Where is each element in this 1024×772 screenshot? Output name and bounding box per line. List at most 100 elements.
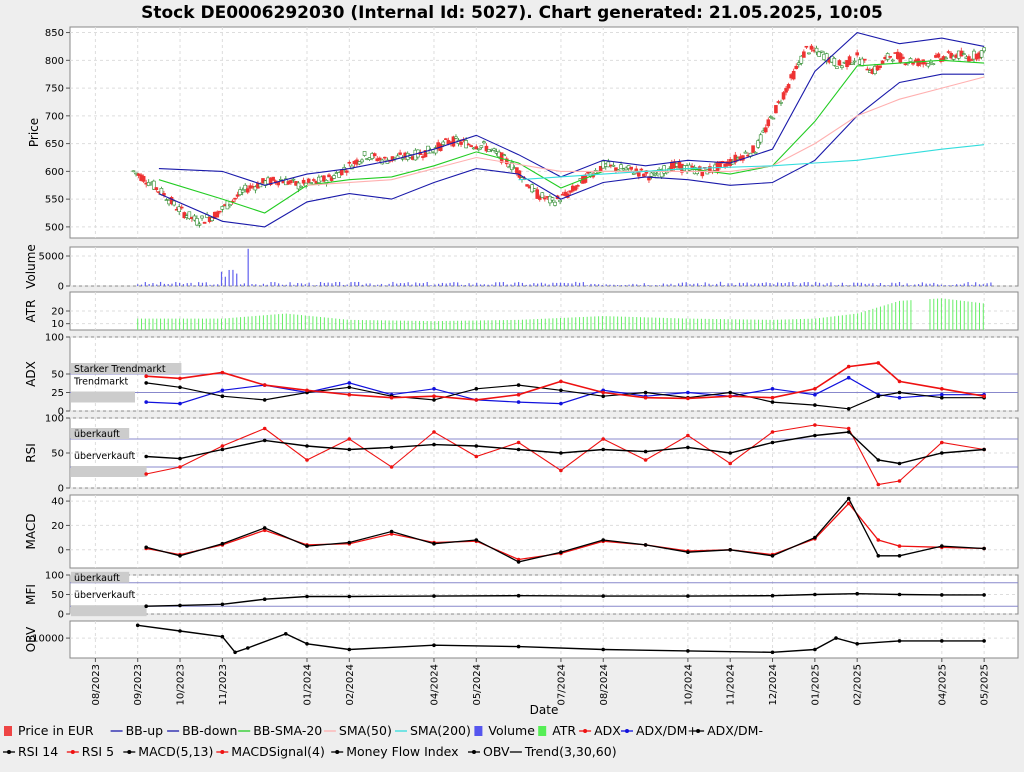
volume-bar [978, 284, 981, 286]
candle-body [502, 154, 507, 157]
legend-swatch [538, 726, 547, 736]
x-tick-label: 09/2023 [133, 664, 144, 706]
y-tick-label: 500 [45, 222, 64, 233]
volume-bar [651, 285, 653, 286]
atr-bar [647, 317, 649, 330]
obv-line-point [178, 629, 182, 633]
legend-item: SMA(50) [323, 723, 392, 738]
volume-bar [445, 283, 447, 286]
atr-bar [472, 320, 474, 330]
volume-bar [697, 283, 699, 286]
atr-bar [727, 319, 729, 330]
obv-line-point [855, 642, 859, 646]
panel-volume: 5000 0 Volume [24, 244, 1019, 293]
y-tick-label: 50 [51, 590, 64, 601]
volume-bar [392, 281, 394, 286]
atr-bar [879, 306, 881, 330]
macd-line-point [982, 546, 986, 551]
atr-bar [693, 318, 695, 330]
rsi5-line-point [813, 423, 817, 427]
candle-body [179, 206, 184, 209]
volume-bar [613, 284, 615, 286]
candle-body [383, 156, 387, 159]
candle-body [479, 145, 484, 148]
rsi5-line-point [601, 437, 605, 441]
sma50-line [306, 76, 985, 186]
adx-line-point [940, 387, 944, 391]
candle-body [245, 188, 250, 193]
atr-bar [228, 318, 230, 330]
atr-bar [144, 318, 146, 330]
volume-bar [441, 282, 444, 286]
volume-bar [179, 282, 181, 286]
adx-dm-minus-line-point [347, 385, 352, 390]
candle-body [233, 197, 237, 200]
atr-bar [415, 320, 417, 330]
legend-label: Money Flow Index [346, 744, 458, 759]
legend-label: MACDSignal(4) [231, 744, 325, 759]
candle-body [469, 145, 474, 147]
volume-bar [434, 284, 436, 286]
atr-bar [224, 318, 226, 330]
candle-body [743, 151, 748, 154]
volume-bar [712, 284, 714, 286]
volume-bar [312, 285, 314, 286]
atr-bar [754, 319, 756, 330]
candle-body [931, 63, 936, 65]
volume-bar [144, 282, 146, 286]
volume-bar [685, 282, 687, 286]
y-tick-label: 100 [45, 414, 64, 425]
atr-bar [182, 318, 184, 330]
zone-label: überkauft [74, 429, 120, 440]
candle-body [573, 186, 578, 191]
y-axis-label-mfi: MFI [24, 584, 38, 605]
volume-bar [940, 284, 942, 286]
panel-mfi: 100 50 0 MFI überkauft überverkauft [24, 571, 1019, 621]
candle-body [550, 197, 555, 201]
volume-bar [487, 284, 489, 286]
mfi-line-point [347, 594, 352, 599]
candle-body [268, 177, 273, 186]
volume-bar [289, 282, 291, 286]
atr-bar [369, 320, 371, 330]
adx-line-point [389, 395, 394, 400]
candle-body [202, 221, 207, 224]
x-tick-label: 05/2025 [980, 664, 991, 706]
atr-bar [620, 316, 622, 330]
atr-bar [167, 318, 169, 330]
legend-label: SMA(50) [339, 723, 392, 738]
adx-dm-minus-line-point [220, 394, 225, 399]
adx-dm-minus-line-point [897, 390, 902, 395]
atr-bar [784, 319, 786, 330]
volume-bar [936, 284, 939, 286]
rsi14-line-point [516, 447, 521, 452]
volume-bar [323, 282, 325, 286]
volume-bar [891, 282, 893, 286]
atr-bar [141, 318, 143, 330]
volume-bar [137, 284, 139, 286]
rsi5-line-point [643, 458, 648, 462]
volume-bar [780, 283, 783, 286]
legend-swatch [4, 726, 12, 736]
macd-line-point [601, 538, 605, 542]
mfi-line-point [813, 592, 817, 597]
volume-bar [514, 282, 516, 286]
y-tick-label: 750 [45, 84, 64, 95]
volume-bar [777, 282, 779, 286]
candle-body [347, 162, 352, 164]
candle-body [537, 196, 542, 200]
rsi14-line-point [846, 430, 851, 434]
legend-item: Trend(3,30,60) [509, 744, 617, 759]
candle-body [951, 55, 956, 60]
atr-bar [491, 320, 493, 330]
candle-body [344, 170, 349, 173]
volume-bar [175, 281, 177, 286]
atr-bar [838, 315, 840, 330]
atr-bar [799, 319, 801, 330]
volume-bar [213, 284, 215, 286]
y-axis-label-adx: ADX [24, 361, 38, 387]
atr-bar [864, 311, 866, 330]
adx-dm-minus-line-point [876, 394, 881, 399]
atr-bar [430, 321, 432, 330]
volume-bar [358, 281, 360, 286]
